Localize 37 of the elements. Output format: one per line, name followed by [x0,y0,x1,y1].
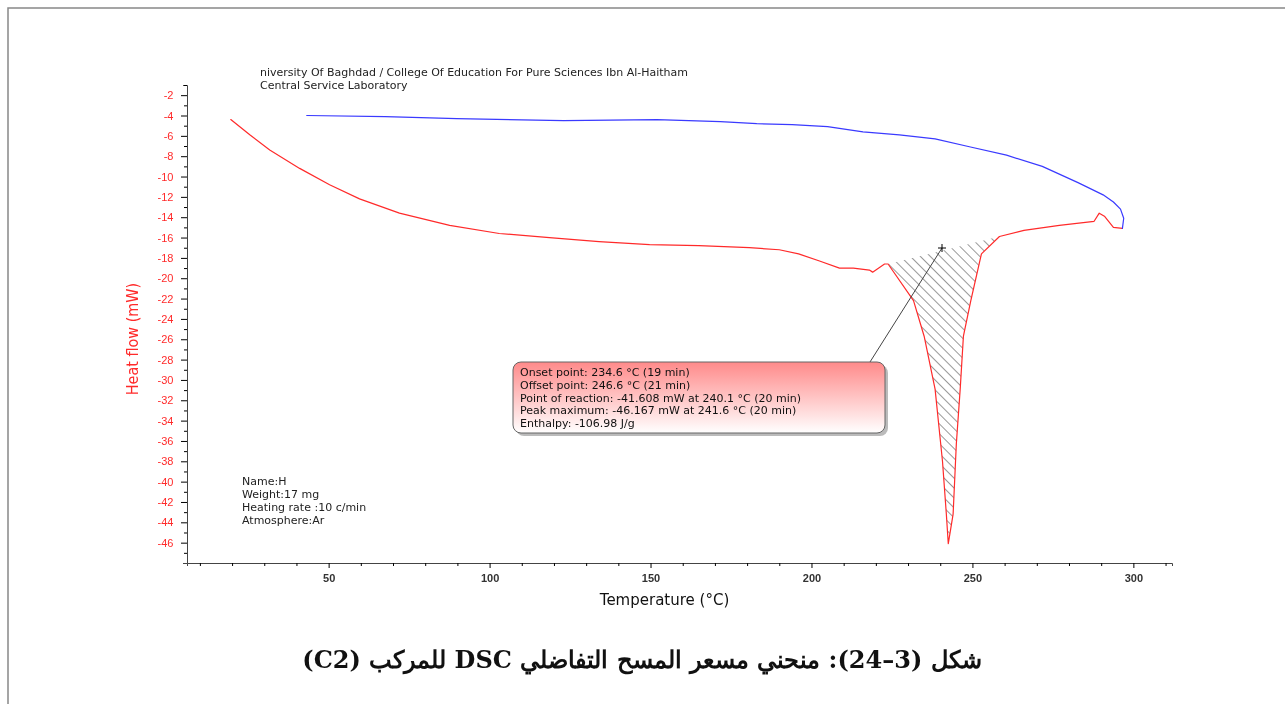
y-tick-label: -46 [157,536,174,549]
y-tick-label: -14 [157,211,174,224]
x-tick-label: 300 [1124,572,1144,585]
x-tick-label: 50 [323,572,336,585]
y-tick-label: -26 [157,333,174,346]
y-tick-label: -6 [163,129,174,142]
y-tick-label: -20 [157,272,174,285]
y-tick-label: -36 [157,434,174,447]
annotation: Onset point: 234.6 °C (19 min) Offset point: 246.6 °C (21 min) Point of reaction: -41.608 mW at 240.1 °C (20 min) Peak maximum: -46.167 mW at 241.6 °C (20 min) Enthalpy: -106.98 J/g [520,366,802,431]
annotation: niversity Of Baghdad / College Of Education For Pure Sciences Ibn Al-Haitham Central Service Laboratory [260,66,688,92]
y-tick-label: -44 [157,516,174,529]
annotation: Name:H Weight:17 mg Heating rate :10 c/min Atmosphere:Ar [242,475,367,527]
y-tick-label: -10 [157,170,174,183]
y-tick-label: -32 [157,394,174,407]
y-tick-label: -42 [157,496,174,508]
y-tick-label: -12 [157,190,174,203]
y-tick-label: -18 [157,251,174,264]
x-tick-label: 100 [480,572,500,585]
y-axis-title: Heat flow (mW) [123,282,142,396]
x-tick-label: 150 [641,572,661,585]
y-tick-label: -40 [157,475,174,488]
y-tick-label: -22 [157,292,174,305]
y-tick-label: -38 [157,455,174,468]
y-tick-label: -2 [163,89,174,102]
y-tick-label: -4 [163,109,174,122]
line-series [306,114,1125,229]
y-tick-label: -28 [157,353,174,366]
x-tick-label: 200 [802,572,822,585]
y-tick-label: -8 [163,150,174,163]
x-axis-title: Temperature (°C) [598,591,730,609]
y-tick-label: -30 [157,373,174,386]
line-series [230,118,1124,545]
text: شكل (3–24): منحني مسعر المسح التفاضلي DSC للمركب (C2) [302,645,982,675]
y-tick-label: -24 [157,312,174,325]
y-tick-label: -34 [157,414,174,427]
x-tick-label: 250 [963,572,983,585]
y-tick-label: -16 [157,231,174,244]
